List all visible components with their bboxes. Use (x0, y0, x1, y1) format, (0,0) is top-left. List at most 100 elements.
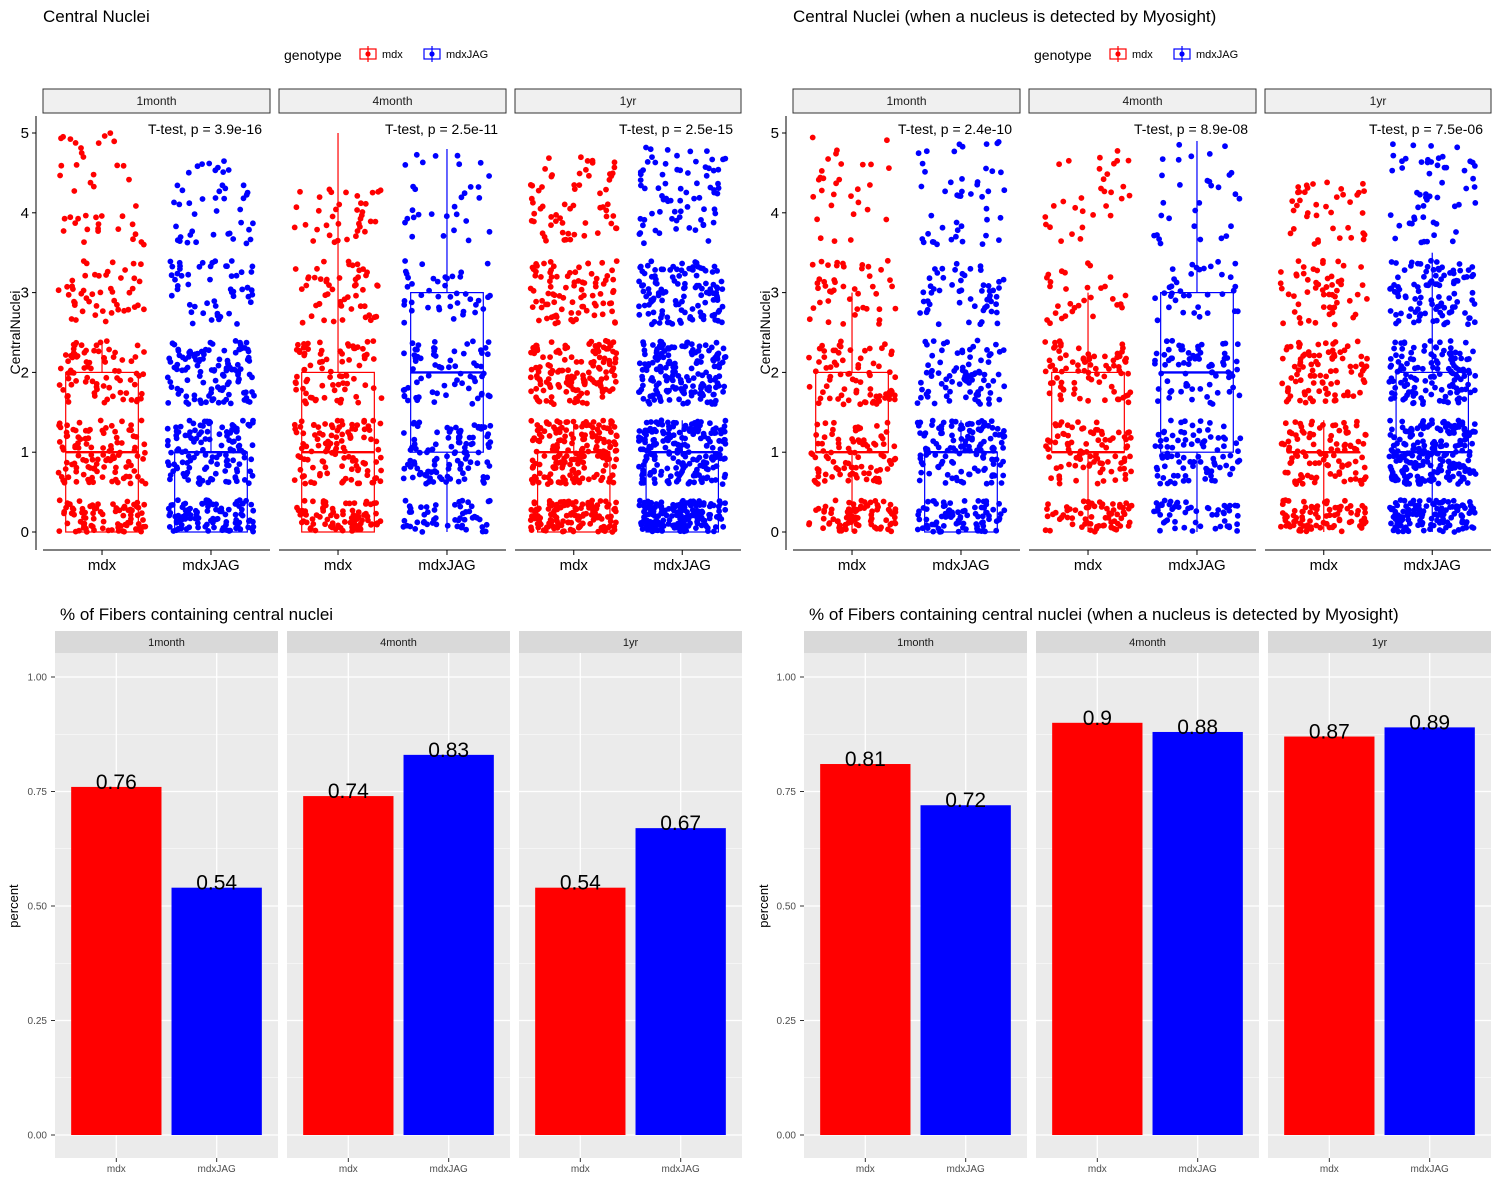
data-point (476, 195, 483, 201)
data-point (406, 503, 413, 510)
data-point (1067, 300, 1074, 307)
data-point (1215, 184, 1222, 191)
data-point (871, 440, 877, 447)
data-point (704, 148, 710, 155)
data-point (1175, 437, 1181, 444)
data-point (184, 469, 191, 476)
data-point (1399, 165, 1406, 171)
data-point (241, 454, 248, 461)
data-point (1285, 438, 1292, 445)
x-tick-label: mdxJAG (1168, 557, 1226, 574)
data-point (1075, 419, 1081, 425)
data-point (889, 283, 895, 290)
data-point (659, 193, 665, 199)
data-point (378, 467, 384, 474)
data-point (356, 362, 363, 369)
data-point (647, 472, 653, 478)
data-point (1278, 285, 1285, 292)
data-point (708, 344, 715, 351)
data-point (1301, 189, 1308, 196)
data-point (568, 354, 575, 361)
data-point (578, 154, 584, 161)
data-point (677, 185, 684, 192)
data-point (983, 480, 990, 487)
data-point (310, 464, 316, 471)
data-point (608, 173, 615, 180)
data-point (425, 304, 431, 311)
data-point (1304, 276, 1311, 283)
data-point (339, 479, 345, 486)
data-point (679, 434, 685, 441)
data-point (1451, 510, 1458, 517)
data-point (185, 271, 192, 278)
data-point (604, 425, 610, 432)
data-point (1299, 428, 1306, 434)
data-point (1236, 195, 1243, 202)
box-mdx (806, 134, 899, 535)
data-point (80, 456, 86, 463)
data-point (127, 377, 134, 383)
data-point (547, 259, 554, 265)
data-point (1324, 275, 1331, 282)
y-tick-label: 3 (21, 285, 29, 302)
data-point (722, 471, 729, 478)
data-point (91, 390, 98, 396)
data-point (337, 298, 344, 305)
data-point (1357, 372, 1364, 378)
data-point (320, 506, 326, 512)
data-point (674, 152, 680, 159)
data-point (691, 508, 697, 515)
data-point (1047, 283, 1053, 290)
data-point (1062, 269, 1068, 276)
data-point (613, 258, 620, 264)
data-point (121, 503, 128, 510)
data-point (107, 457, 114, 464)
data-point (453, 290, 460, 297)
data-point (450, 316, 457, 322)
data-point (1046, 390, 1053, 397)
data-point (213, 208, 220, 214)
data-point (246, 358, 253, 364)
data-point (1115, 364, 1122, 370)
data-point (198, 439, 205, 446)
data-point (112, 469, 119, 476)
data-point (571, 282, 577, 289)
data-point (1187, 458, 1194, 465)
data-point (553, 273, 560, 280)
data-point (987, 390, 994, 396)
data-point (555, 347, 562, 354)
data-point (1320, 291, 1327, 298)
data-point (687, 499, 693, 506)
data-point (432, 441, 439, 448)
data-point (531, 218, 537, 225)
data-point (1191, 310, 1198, 316)
data-point (652, 279, 659, 286)
data-point (1302, 504, 1309, 511)
data-point (1155, 431, 1162, 438)
data-point (1341, 347, 1348, 354)
data-point (674, 281, 681, 287)
box-chart-2: Central Nuclei (when a nucleus is detect… (757, 7, 1492, 574)
data-point (1328, 432, 1335, 439)
data-point (557, 215, 563, 222)
data-point (699, 381, 706, 387)
data-point (174, 465, 181, 472)
data-point (686, 513, 692, 520)
data-point (1284, 469, 1291, 476)
data-point (317, 514, 323, 520)
data-point (703, 453, 709, 460)
data-point (330, 382, 336, 388)
data-point (173, 432, 180, 439)
data-point (1182, 418, 1188, 425)
data-point (660, 430, 667, 437)
data-point (665, 352, 672, 359)
data-point (447, 293, 454, 300)
data-point (849, 376, 856, 383)
data-point (1325, 462, 1331, 469)
data-point (478, 347, 484, 354)
data-point (1050, 511, 1056, 518)
data-point (122, 267, 128, 273)
data-point (209, 341, 216, 347)
data-point (655, 513, 662, 519)
data-point (1178, 388, 1184, 395)
